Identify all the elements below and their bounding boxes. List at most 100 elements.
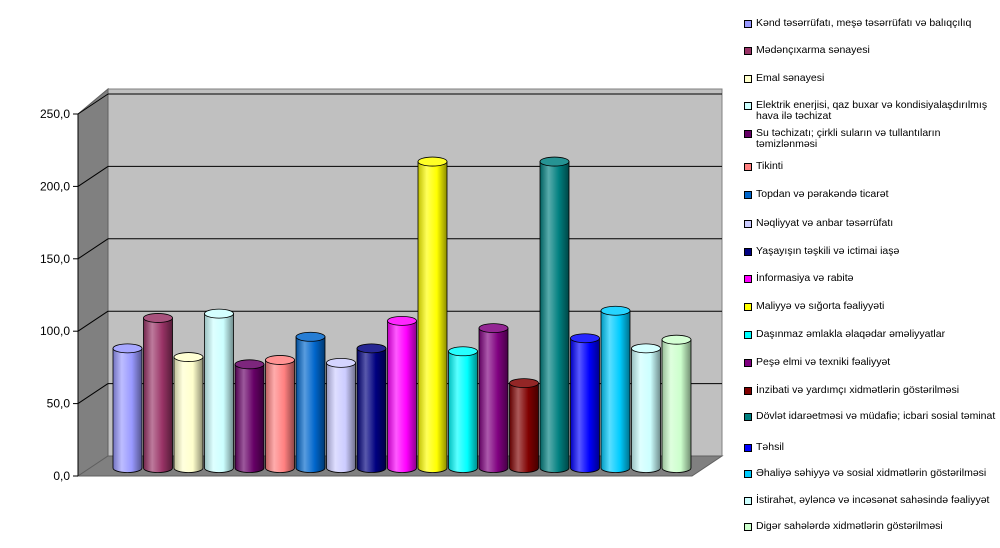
y-tick-label: 100,0 bbox=[40, 324, 70, 338]
bar-top bbox=[143, 313, 173, 323]
legend-item: Emal sənayesi bbox=[742, 73, 997, 84]
legend-item: İnzibati və yardımçı xidmətlərin göstəri… bbox=[742, 385, 997, 396]
bar-top bbox=[387, 315, 417, 326]
gridline-side bbox=[77, 238, 109, 260]
bar bbox=[112, 343, 143, 473]
legend-item: Digər sahələrdə xidmətlərin göstərilməsi bbox=[742, 521, 997, 532]
legend-label: Maliyyə və sığorta fəaliyyəti bbox=[756, 300, 885, 312]
legend-label: Mədənçıxarma sənayesi bbox=[756, 44, 870, 56]
legend-item: Nəqliyyat və anbar təsərrüfatı bbox=[742, 218, 997, 229]
y-tick-label: 250,0 bbox=[40, 107, 70, 121]
legend-swatch bbox=[744, 20, 752, 28]
bar bbox=[326, 357, 356, 473]
legend-label: Tikinti bbox=[756, 160, 784, 172]
legend-item: Daşınmaz əmlakla əlaqədar əməliyyatlar bbox=[742, 329, 997, 340]
legend-swatch bbox=[744, 191, 752, 199]
legend-swatch bbox=[744, 444, 752, 452]
legend-swatch bbox=[744, 102, 752, 110]
bar-top bbox=[539, 156, 570, 167]
legend-item: Təhsil bbox=[742, 442, 997, 453]
legend-label: Kənd təsərrüfatı, meşə təsərrüfatı və ba… bbox=[756, 17, 972, 29]
legend-item: Maliyyə və sığorta fəaliyyəti bbox=[742, 301, 997, 312]
y-tick-label: 0,0 bbox=[53, 469, 70, 483]
legend-item: Su təchizatı; çirkli suların və tullantı… bbox=[742, 128, 997, 150]
bar bbox=[356, 343, 387, 473]
y-tick-label: 50,0 bbox=[47, 397, 71, 411]
bar-top bbox=[509, 378, 539, 389]
bar-top bbox=[417, 156, 448, 167]
legend-swatch bbox=[744, 523, 752, 531]
bar-top bbox=[631, 343, 661, 354]
legend-swatch bbox=[744, 303, 752, 311]
gridline-side bbox=[77, 383, 109, 405]
legend-swatch bbox=[744, 163, 752, 171]
bar bbox=[478, 323, 509, 473]
legend-label: Əhaliyə səhiyyə və sosial xidmətlərin gö… bbox=[756, 467, 987, 479]
bar bbox=[509, 378, 539, 473]
bar bbox=[631, 343, 661, 473]
y-tick-label: 200,0 bbox=[40, 179, 70, 193]
legend-item: Elektrik enerjisi, qaz buxar və kondisiy… bbox=[742, 100, 997, 122]
bar bbox=[661, 334, 692, 473]
legend-item: İnformasiya və rabitə bbox=[742, 273, 997, 284]
legend-item: Peşə elmi və texniki fəaliyyət bbox=[742, 357, 997, 368]
bar-top bbox=[112, 343, 143, 354]
legend-swatch bbox=[744, 248, 752, 256]
legend-label: Su təchizatı; çirkli suların və tullantı… bbox=[756, 127, 941, 150]
bar bbox=[600, 305, 631, 473]
legend-label: Nəqliyyat və anbar təsərrüfatı bbox=[756, 217, 894, 229]
legend-label: Yaşayışın təşkili və ictimai iaşə bbox=[756, 245, 900, 257]
bar-top bbox=[570, 333, 600, 344]
legend-label: Topdan və pərakəndə ticarət bbox=[756, 188, 889, 200]
legend-swatch bbox=[744, 497, 752, 505]
bar-top bbox=[234, 359, 265, 370]
legend-label: Elektrik enerjisi, qaz buxar və kondisiy… bbox=[756, 99, 988, 122]
legend-item: Topdan və pərakəndə ticarət bbox=[742, 189, 997, 200]
bar bbox=[234, 359, 265, 473]
legend: Kənd təsərrüfatı, meşə təsərrüfatı və ba… bbox=[742, 18, 997, 532]
legend-swatch bbox=[744, 470, 752, 478]
bar-top bbox=[478, 323, 509, 333]
legend-label: İnzibati və yardımçı xidmətlərin göstəri… bbox=[756, 384, 960, 396]
bar bbox=[539, 156, 570, 473]
legend-swatch bbox=[744, 387, 752, 395]
legend-label: Peşə elmi və texniki fəaliyyət bbox=[756, 356, 891, 368]
y-tick-label: 150,0 bbox=[40, 252, 70, 266]
bar bbox=[387, 315, 417, 473]
legend-item: Yaşayışın təşkili və ictimai iaşə bbox=[742, 246, 997, 257]
legend-swatch bbox=[744, 413, 752, 421]
bar bbox=[295, 331, 326, 473]
bar bbox=[143, 313, 173, 473]
legend-item: Tikinti bbox=[742, 161, 997, 172]
bar-top bbox=[448, 346, 478, 357]
bar-top bbox=[173, 352, 204, 362]
legend-swatch bbox=[744, 75, 752, 83]
bar-top bbox=[661, 334, 692, 345]
legend-label: İnformasiya və rabitə bbox=[756, 272, 854, 284]
legend-label: İstirahət, əyləncə və incəsənət sahəsind… bbox=[756, 494, 990, 506]
bar-top bbox=[326, 357, 356, 368]
side-wall bbox=[77, 87, 109, 477]
legend-label: Emal sənayesi bbox=[756, 72, 825, 84]
bar bbox=[417, 156, 448, 473]
gridline-side bbox=[77, 310, 109, 332]
bar bbox=[570, 333, 600, 473]
legend-swatch bbox=[744, 220, 752, 228]
legend-label: Digər sahələrdə xidmətlərin göstərilməsi bbox=[756, 520, 943, 532]
legend-swatch bbox=[744, 331, 752, 339]
y-axis: 0,0 50,0 100,0 150,0 200,0 250,0 bbox=[40, 107, 79, 483]
legend-label: Dövlət idarəetməsi və müdafiə; icbari so… bbox=[756, 410, 996, 422]
legend-item: İstirahət, əyləncə və incəsənət sahəsind… bbox=[742, 495, 997, 506]
bar-top bbox=[204, 308, 234, 319]
bars bbox=[112, 156, 692, 473]
legend-item: Mədənçıxarma sənayesi bbox=[742, 45, 997, 56]
legend-swatch bbox=[744, 359, 752, 367]
legend-swatch bbox=[744, 130, 752, 138]
legend-label: Təhsil bbox=[756, 441, 785, 453]
legend-swatch bbox=[744, 275, 752, 283]
legend-item: Kənd təsərrüfatı, meşə təsərrüfatı və ba… bbox=[742, 18, 997, 29]
bar bbox=[204, 308, 234, 473]
bar-top bbox=[295, 331, 326, 342]
gridline-side bbox=[77, 165, 109, 187]
